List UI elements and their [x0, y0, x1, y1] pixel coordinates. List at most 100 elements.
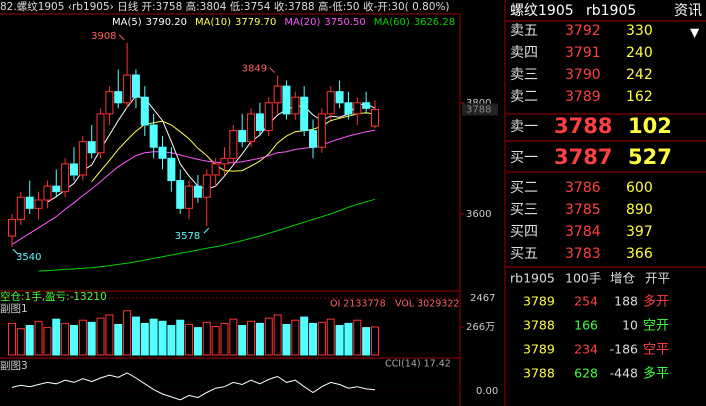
- volume-bar: [131, 316, 140, 356]
- panel-name: 螺纹1905: [510, 3, 574, 19]
- volume-bar: [273, 314, 282, 356]
- order-price: 3787: [554, 145, 612, 169]
- candle-body: [25, 196, 34, 209]
- candle-body: [264, 102, 273, 132]
- volume-bar: [61, 322, 70, 356]
- candle-body: [149, 124, 158, 148]
- candle-body: [131, 74, 140, 98]
- trade-volume: 628: [574, 366, 598, 381]
- panel-title: 副图1: [0, 303, 28, 315]
- candle-body: [229, 130, 238, 159]
- candle-body: [317, 113, 326, 148]
- order-volume: 330: [626, 23, 653, 39]
- trade-volume: 234: [574, 342, 598, 357]
- oi-axis-label: 2467: [470, 293, 495, 304]
- trade-volume: 166: [574, 318, 598, 333]
- order-label: 卖二: [510, 89, 538, 105]
- ma-legend-value: 3779.70: [235, 17, 276, 28]
- volume-bar: [202, 321, 211, 356]
- trade-change: 10: [622, 318, 638, 333]
- trade-type: 多平: [643, 366, 669, 382]
- volume-bar: [78, 319, 87, 356]
- annotation-arrow: [203, 227, 210, 234]
- order-price: 3792: [565, 23, 601, 39]
- volume-bar: [300, 316, 309, 356]
- volume-bar: [185, 323, 194, 356]
- dropdown-icon[interactable]: ▼: [690, 26, 700, 40]
- order-volume: 242: [626, 67, 653, 83]
- candle-body: [52, 185, 61, 193]
- volume-bar: [149, 318, 158, 356]
- trade-price: 3788: [523, 318, 555, 333]
- volume-bar: [255, 322, 264, 356]
- volume-bar: [317, 321, 326, 356]
- candle-body: [34, 199, 43, 209]
- annotation: 3849: [242, 64, 267, 75]
- order-volume: 366: [626, 246, 653, 262]
- candle-body: [309, 130, 318, 148]
- volume-bar: [335, 324, 344, 356]
- order-label: 买三: [510, 202, 538, 218]
- volume-bar: [282, 323, 291, 356]
- candle-body: [353, 102, 362, 115]
- volume-bar: [264, 317, 273, 356]
- candle-body: [69, 163, 78, 176]
- volume-bar: [362, 327, 371, 356]
- order-price: 3786: [565, 180, 601, 196]
- volume-bar: [309, 322, 318, 356]
- trade-type: 空平: [643, 343, 669, 358]
- candle-body: [140, 96, 149, 126]
- candle-body: [61, 163, 70, 193]
- panel-title: 副图3: [0, 360, 28, 372]
- trade-type: 空开: [643, 319, 669, 334]
- order-label: 卖五: [510, 23, 538, 39]
- candle-body: [193, 185, 202, 198]
- last-price-box: [462, 103, 498, 116]
- order-price: 3789: [565, 89, 601, 105]
- volume-bar: [220, 322, 229, 356]
- candle-body: [105, 91, 114, 115]
- ma-legend-value: 3750.50: [324, 17, 365, 28]
- chart-header: 82.螺纹1905 ‹rb1905› 日线 开:3758 高:3804 低:37…: [0, 0, 450, 13]
- volume-bar: [52, 318, 61, 356]
- volume-bar: [371, 326, 379, 356]
- trade-header: 开平: [645, 271, 670, 286]
- order-price: 3784: [565, 224, 601, 240]
- volume-bar: [238, 324, 247, 356]
- ma-legend-name: MA(20): [284, 17, 320, 28]
- candle-body: [344, 102, 353, 115]
- ma-legend-name: MA(5): [112, 17, 142, 28]
- y-tick-label: 3800: [466, 98, 491, 109]
- order-volume: 162: [626, 89, 653, 105]
- ma-legend-name: MA(60): [374, 17, 410, 28]
- order-price: 3791: [565, 45, 601, 61]
- candle-body: [300, 96, 309, 132]
- cci-line: [11, 372, 376, 401]
- trade-header: 增仓: [610, 271, 636, 286]
- order-volume: 102: [628, 114, 672, 138]
- volume-bar: [8, 322, 16, 356]
- order-label: 卖一: [510, 119, 538, 135]
- order-price: 3788: [554, 114, 612, 138]
- trade-price: 3789: [523, 294, 555, 309]
- order-label: 买四: [510, 224, 538, 240]
- annotation: 3578: [175, 231, 200, 242]
- cci-label: CCI(14) 17.42: [385, 359, 451, 370]
- position-text: 空仓:1手,盈亏:-13210: [0, 290, 107, 303]
- candle-body: [326, 91, 335, 115]
- order-label: 买五: [510, 246, 538, 262]
- trade-header: 100手: [565, 271, 601, 286]
- candle-body: [291, 96, 300, 115]
- candle-body: [87, 141, 96, 154]
- order-label: 买二: [510, 180, 538, 196]
- volume-bar: [193, 327, 202, 356]
- y-tick-label: 0.00: [476, 386, 498, 397]
- volume-bar: [167, 324, 176, 356]
- volume-bar: [176, 319, 185, 356]
- volume-bar: [291, 319, 300, 356]
- annotation-arrow: [12, 248, 19, 255]
- candle-body: [255, 113, 264, 132]
- order-price: 3790: [565, 67, 601, 83]
- volume-bar: [87, 321, 96, 356]
